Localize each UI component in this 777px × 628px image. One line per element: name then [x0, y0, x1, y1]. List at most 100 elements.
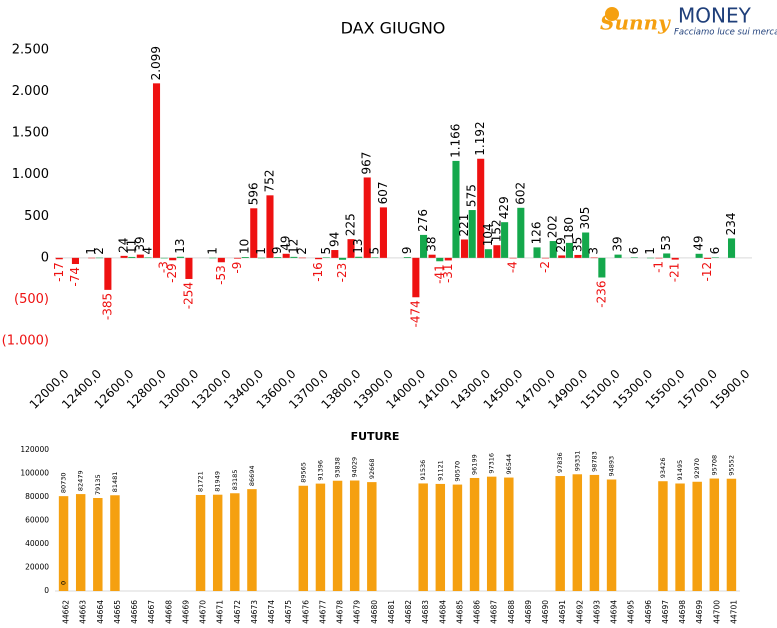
- data-label: -23: [335, 263, 349, 283]
- bar: [322, 257, 330, 258]
- x-tick-label: 44670: [199, 600, 208, 624]
- data-label: 24: [117, 238, 131, 253]
- data-label: 89565: [299, 462, 307, 483]
- x-tick-label: 44695: [627, 600, 636, 624]
- data-label: 5: [367, 247, 381, 255]
- bar: [582, 232, 590, 258]
- bar: [315, 483, 326, 591]
- bar: [403, 257, 411, 258]
- bar: [160, 257, 168, 259]
- data-label: 79135: [94, 474, 102, 495]
- bar: [418, 483, 428, 591]
- data-label: 86694: [248, 465, 256, 486]
- bar: [671, 257, 679, 260]
- data-label: 39: [133, 236, 147, 251]
- data-label: -21: [668, 263, 682, 283]
- x-tick-label: 44676: [301, 600, 310, 624]
- data-label: 81481: [111, 472, 119, 493]
- x-tick-label: 44686: [473, 600, 482, 624]
- y-tick-label: 2.500: [12, 43, 49, 58]
- bar: [444, 257, 452, 261]
- y-tick-label: 20000: [25, 563, 49, 572]
- bar: [484, 249, 492, 258]
- data-label: -3: [157, 261, 171, 273]
- x-tick-label: 44675: [284, 600, 293, 624]
- data-label: 1: [643, 247, 657, 255]
- bar: [209, 257, 217, 259]
- data-label: 82479: [77, 470, 85, 491]
- bar: [371, 257, 379, 258]
- bar: [176, 256, 184, 258]
- bar: [136, 254, 144, 258]
- data-label: 9: [270, 246, 284, 254]
- bar: [379, 207, 387, 258]
- bar: [331, 250, 339, 258]
- bar: [332, 480, 343, 591]
- bar: [469, 477, 480, 591]
- data-label: 49: [692, 236, 706, 251]
- data-label: -2: [538, 261, 552, 273]
- x-tick-label: 44693: [592, 600, 601, 624]
- data-label: 575: [465, 184, 479, 207]
- data-label: 91536: [419, 460, 427, 481]
- bar: [468, 210, 476, 258]
- data-label: 429: [497, 196, 511, 219]
- data-label: 276: [416, 209, 430, 232]
- data-label: 221: [457, 214, 471, 237]
- data-label: 80730: [60, 472, 68, 493]
- bar: [598, 257, 606, 278]
- data-label: -53: [214, 265, 228, 285]
- y-tick-label: 0: [44, 586, 49, 595]
- bar: [533, 247, 541, 258]
- data-label: 180: [562, 217, 576, 240]
- bar: [93, 498, 103, 591]
- bar: [589, 474, 600, 591]
- bar: [412, 257, 420, 298]
- logo-tagline: Facciamo luce sui mercati: [674, 28, 777, 38]
- data-label: 97316: [488, 453, 496, 474]
- bar: [120, 255, 128, 258]
- bar: [75, 494, 86, 591]
- x-tick-label: 44674: [267, 600, 276, 624]
- data-label: -29: [165, 263, 179, 283]
- data-label: 6: [627, 247, 641, 255]
- data-label: 83185: [231, 470, 239, 491]
- y-tick-label: 100000: [20, 469, 49, 478]
- bar: [274, 257, 282, 258]
- y-tick-label: 2.000: [12, 84, 49, 99]
- data-label: 5: [319, 247, 333, 255]
- x-tick-label: 44673: [250, 600, 259, 624]
- bar: [363, 177, 371, 258]
- data-label: 95552: [727, 455, 735, 476]
- bar: [590, 257, 598, 259]
- chart-title: DAX GIUGNO: [341, 19, 446, 38]
- bar: [477, 158, 485, 258]
- x-tick-label: 44663: [79, 600, 88, 624]
- data-label: 202: [546, 215, 560, 238]
- logo-sun: [605, 7, 619, 21]
- x-tick-label: 44683: [421, 600, 430, 624]
- data-label: 35: [570, 237, 584, 252]
- bar: [195, 494, 206, 591]
- bar: [349, 480, 360, 591]
- data-label: 1: [84, 247, 98, 255]
- bar: [152, 83, 161, 258]
- x-tick-label: 44666: [130, 600, 139, 624]
- y-tick-label: 1.500: [12, 126, 49, 141]
- data-label: 92668: [368, 458, 376, 479]
- logo: Sunny MONEY Facciamo luce sui mercati: [600, 4, 777, 38]
- data-label: 3: [587, 247, 601, 255]
- x-tick-label: 44669: [181, 600, 190, 624]
- data-label: 11: [124, 239, 138, 254]
- data-label: -9: [230, 262, 244, 274]
- data-label: -74: [68, 267, 82, 287]
- bar: [257, 257, 266, 259]
- bar: [658, 481, 668, 591]
- data-label: -31: [441, 263, 455, 283]
- bar: [509, 257, 517, 259]
- data-label: 95708: [710, 455, 718, 476]
- bar: [217, 257, 225, 263]
- bar: [169, 257, 177, 261]
- data-label: 607: [376, 181, 390, 204]
- data-label: -1: [651, 261, 665, 273]
